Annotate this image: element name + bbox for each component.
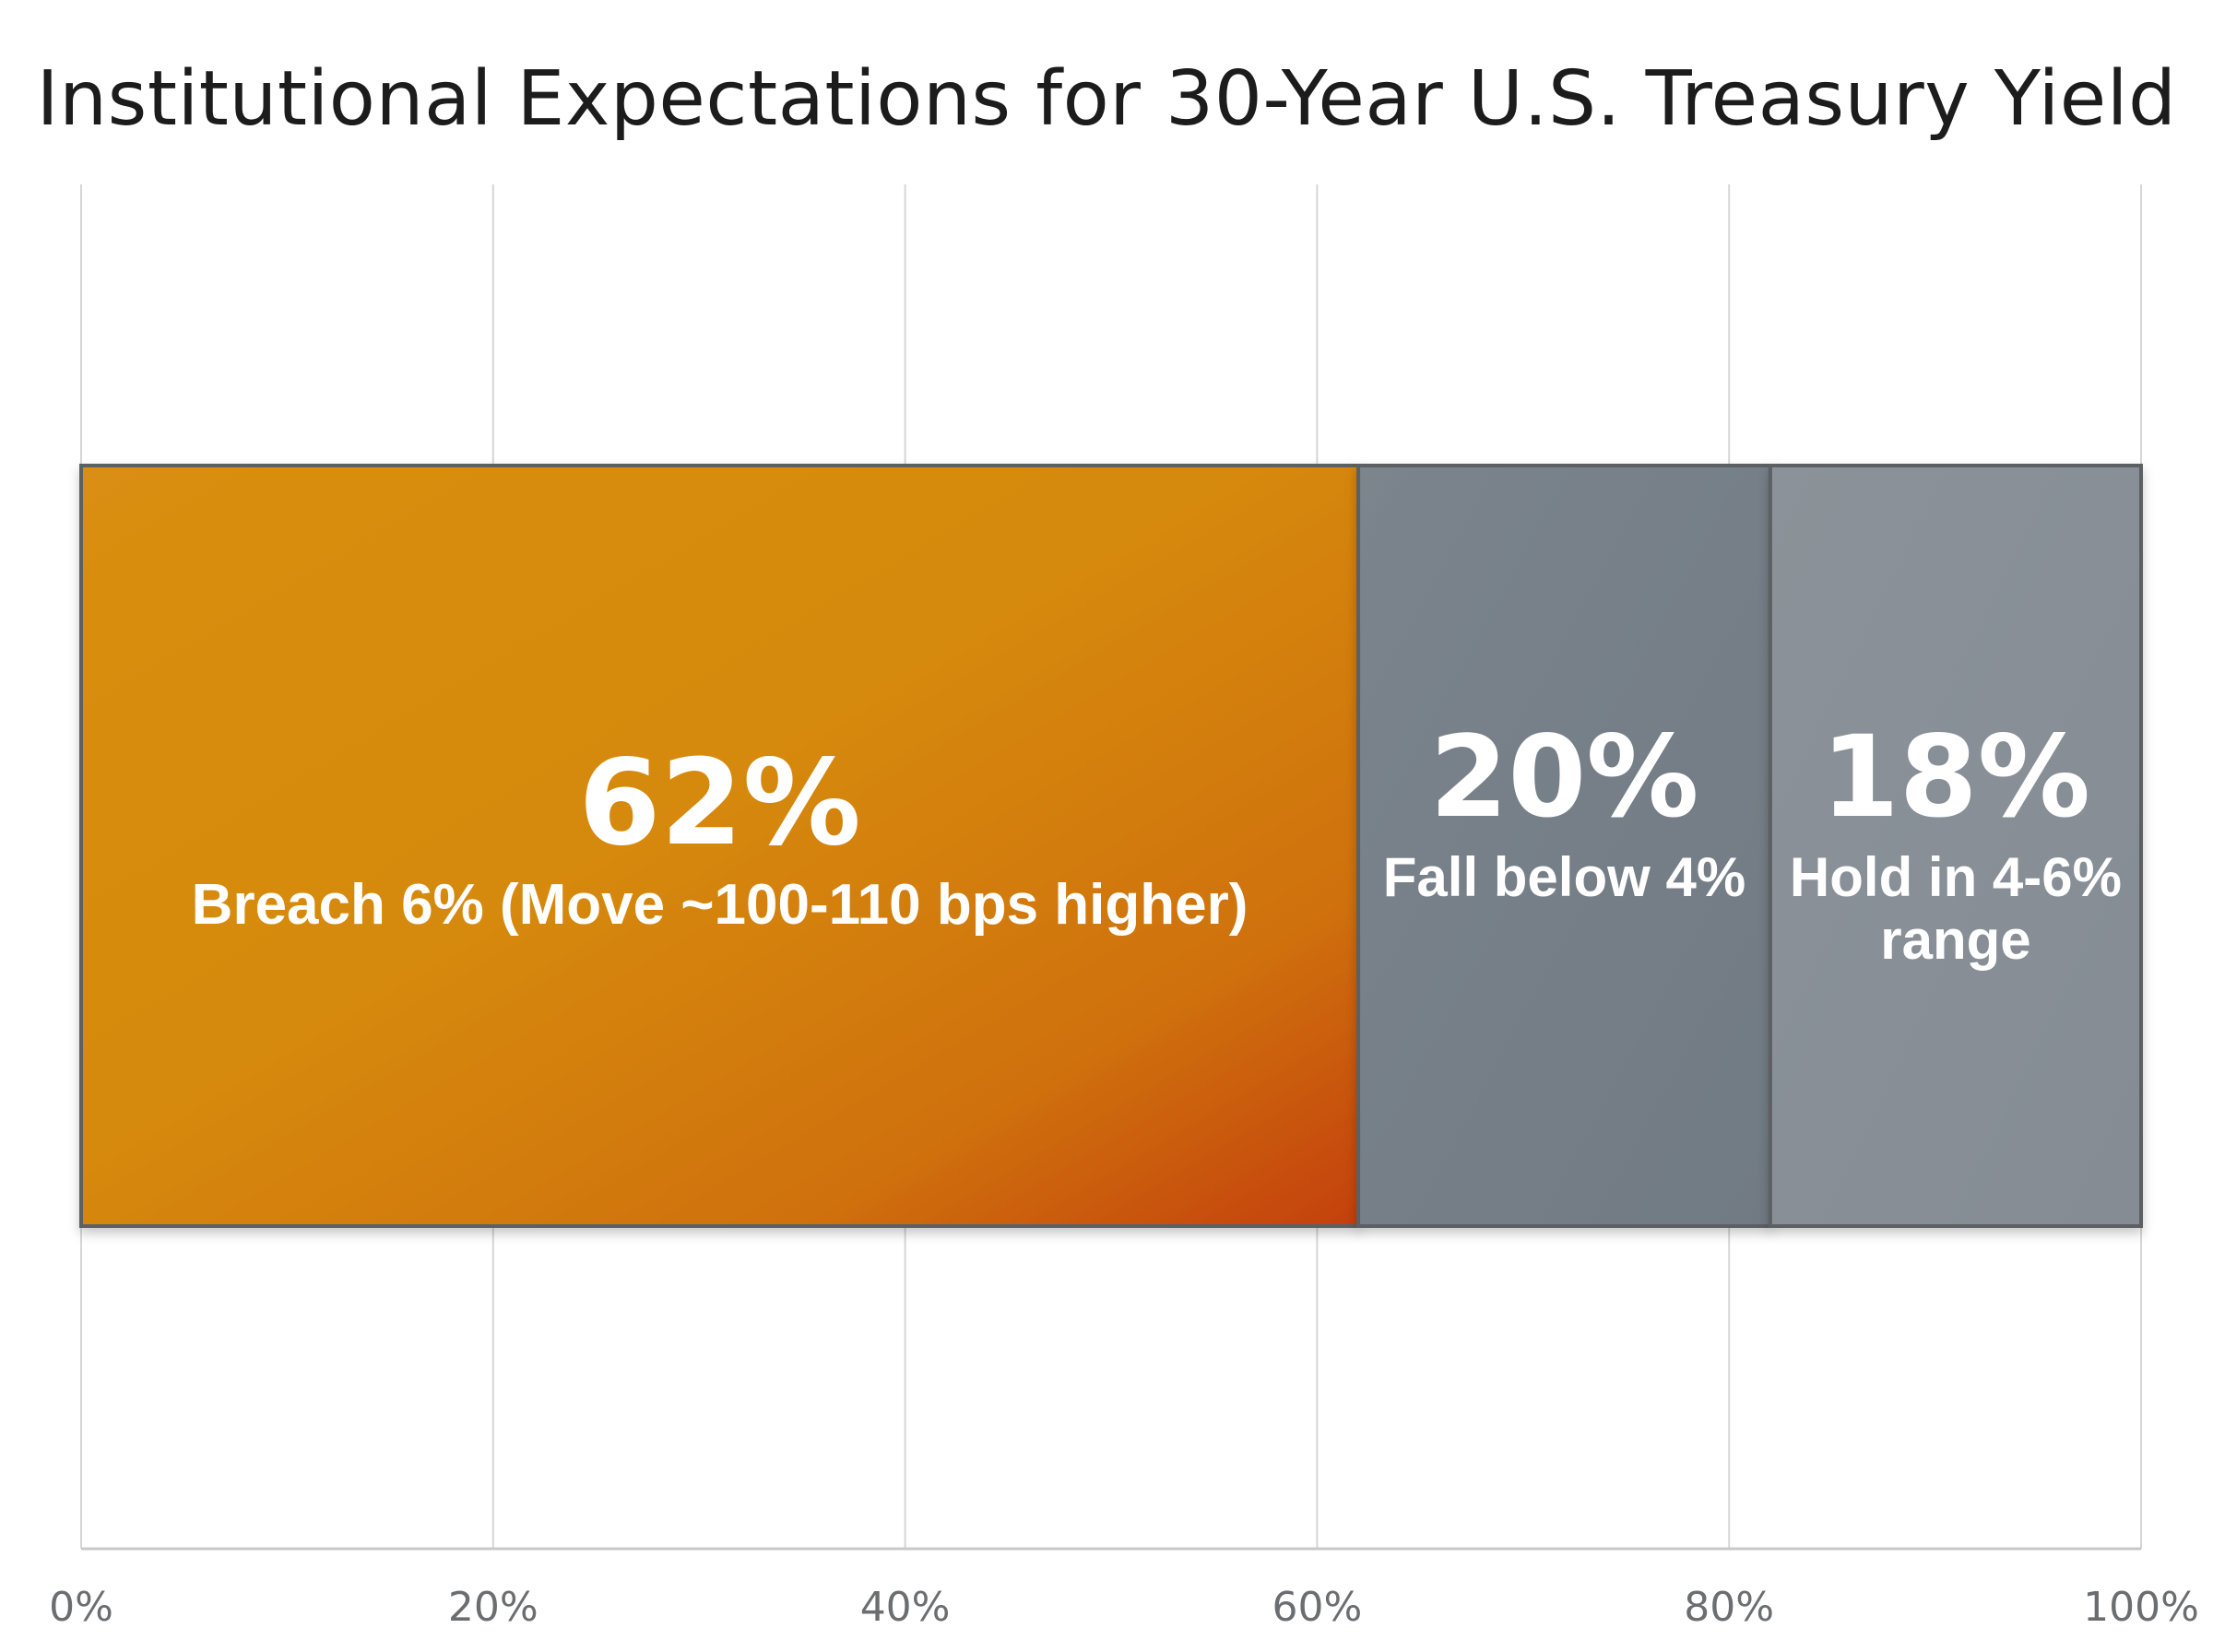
x-tick-label: 40% bbox=[860, 1584, 951, 1631]
bar-segments bbox=[79, 464, 2143, 1228]
segment-value-label: 62% bbox=[578, 735, 860, 872]
bar-segment bbox=[1768, 464, 2143, 1228]
segment-category-label: Breach 6% (Move ~100-110 bps higher) bbox=[192, 873, 1249, 937]
x-tick-label: 80% bbox=[1684, 1584, 1774, 1631]
x-tick-label: 0% bbox=[49, 1584, 113, 1631]
segment-labels: 62%Breach 6% (Move ~100-110 bps higher) 2… bbox=[192, 712, 2122, 971]
x-tick-label: 100% bbox=[2083, 1584, 2199, 1631]
x-axis: 0% 20% 40% 60% 80% 100% bbox=[49, 1547, 2199, 1631]
bar-segment bbox=[1356, 464, 1772, 1228]
segment-value-label: 20% bbox=[1429, 712, 1698, 843]
segment-category-label: Fall below 4% bbox=[1383, 846, 1746, 908]
segment-value-label: 18% bbox=[1821, 712, 2090, 843]
segment-category-label: range bbox=[1880, 909, 2030, 971]
x-tick-label: 20% bbox=[448, 1584, 538, 1631]
segment-category-label: Hold in 4-6% bbox=[1790, 846, 2122, 908]
x-tick-label: 60% bbox=[1272, 1584, 1363, 1631]
chart-title: Institutional Expectations for 30-Year U… bbox=[36, 55, 2177, 143]
